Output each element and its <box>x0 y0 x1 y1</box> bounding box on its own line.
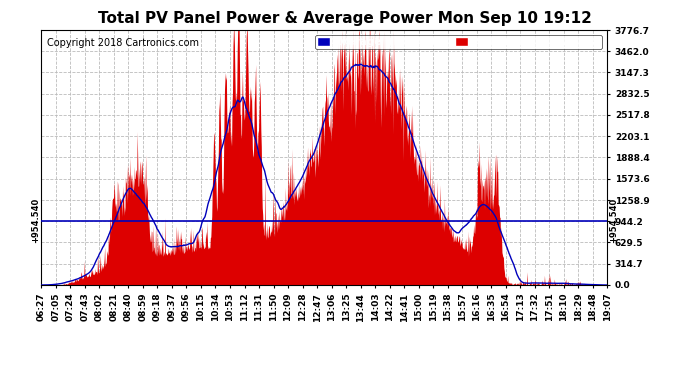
Text: +954.540: +954.540 <box>30 198 40 243</box>
Text: Copyright 2018 Cartronics.com: Copyright 2018 Cartronics.com <box>47 38 199 48</box>
Text: +954.540: +954.540 <box>609 198 618 243</box>
Legend: Average  (DC Watts), PV Panels  (DC Watts): Average (DC Watts), PV Panels (DC Watts) <box>315 35 602 50</box>
Text: Total PV Panel Power & Average Power Mon Sep 10 19:12: Total PV Panel Power & Average Power Mon… <box>98 11 592 26</box>
